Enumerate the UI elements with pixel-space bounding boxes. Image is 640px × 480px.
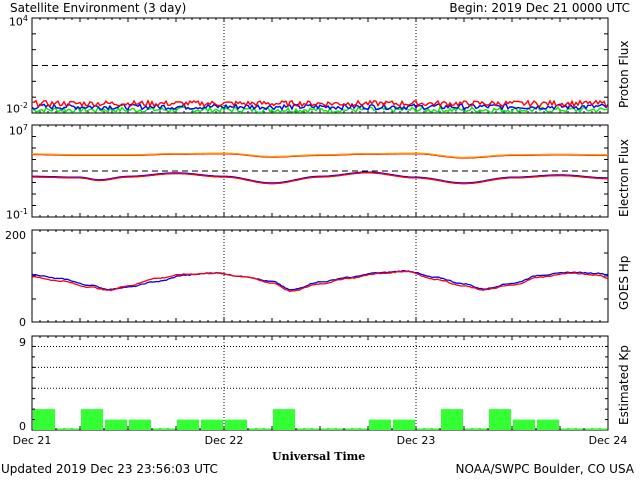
kp-bar [177, 419, 199, 430]
kp-ytick-bottom: 0 [19, 420, 26, 433]
xtick-dec22: Dec 22 [204, 434, 244, 447]
kp-bar [393, 419, 415, 430]
kp-bar [105, 419, 127, 430]
kp-bar [57, 428, 79, 430]
proton-series-blue [31, 102, 609, 111]
electron-series-orange [32, 152, 608, 159]
kp-bar [417, 428, 439, 430]
kp-bar [249, 428, 271, 430]
kp-ytick-top: 9 [19, 336, 26, 349]
kp-bar [273, 409, 295, 430]
kp-bar [561, 428, 583, 430]
goes-series-blue [31, 270, 609, 291]
electron-series-blue [32, 171, 608, 184]
xtick-dec24: Dec 24 [588, 434, 628, 447]
begin-time: Begin: 2019 Dec 21 0000 UTC [449, 1, 630, 15]
electron-ylabel: Electron Flux [617, 139, 631, 217]
goes-series-red [31, 270, 609, 292]
goes-frame [31, 229, 609, 323]
kp-bar [513, 419, 535, 430]
goes-ytick-bottom: 0 [19, 316, 26, 329]
goes-ytick-top: 200 [5, 229, 26, 242]
electron-series-red [32, 172, 608, 185]
kp-bar [369, 419, 391, 430]
kp-bar [345, 428, 367, 430]
goes-ylabel: GOES Hp [617, 255, 631, 310]
kp-bar [153, 428, 175, 430]
kp-bar [441, 409, 463, 430]
kp-frame [31, 335, 609, 431]
proton-ylabel: Proton Flux [617, 40, 631, 108]
updated-timestamp: Updated 2019 Dec 23 23:56:03 UTC [1, 462, 218, 476]
kp-bar [297, 428, 319, 430]
credit-text: NOAA/SWPC Boulder, CO USA [455, 462, 634, 476]
kp-ylabel: Estimated Kp [617, 345, 631, 425]
kp-bar [225, 419, 247, 430]
kp-bar [465, 428, 487, 430]
electron-ytick-top: 107 [8, 123, 28, 138]
proton-ytick-top: 104 [8, 14, 28, 29]
proton-frame [31, 17, 609, 114]
kp-bar [129, 419, 151, 430]
electron-frame [31, 124, 609, 218]
x-axis-title: Universal Time [272, 450, 366, 463]
proton-series-red [31, 98, 608, 108]
kp-bar [201, 419, 223, 430]
electron-ytick-bottom: 10-1 [6, 207, 28, 222]
kp-bar [585, 428, 607, 430]
proton-ytick-bottom: 10-2 [6, 101, 28, 116]
chart-title: Satellite Environment (3 day) [10, 1, 187, 15]
xtick-dec23: Dec 23 [396, 434, 436, 447]
kp-bar [489, 409, 511, 430]
kp-bar [33, 409, 55, 430]
kp-bar [537, 419, 559, 430]
kp-bar [81, 409, 103, 430]
kp-bar [321, 428, 343, 430]
xtick-dec21: Dec 21 [12, 434, 52, 447]
